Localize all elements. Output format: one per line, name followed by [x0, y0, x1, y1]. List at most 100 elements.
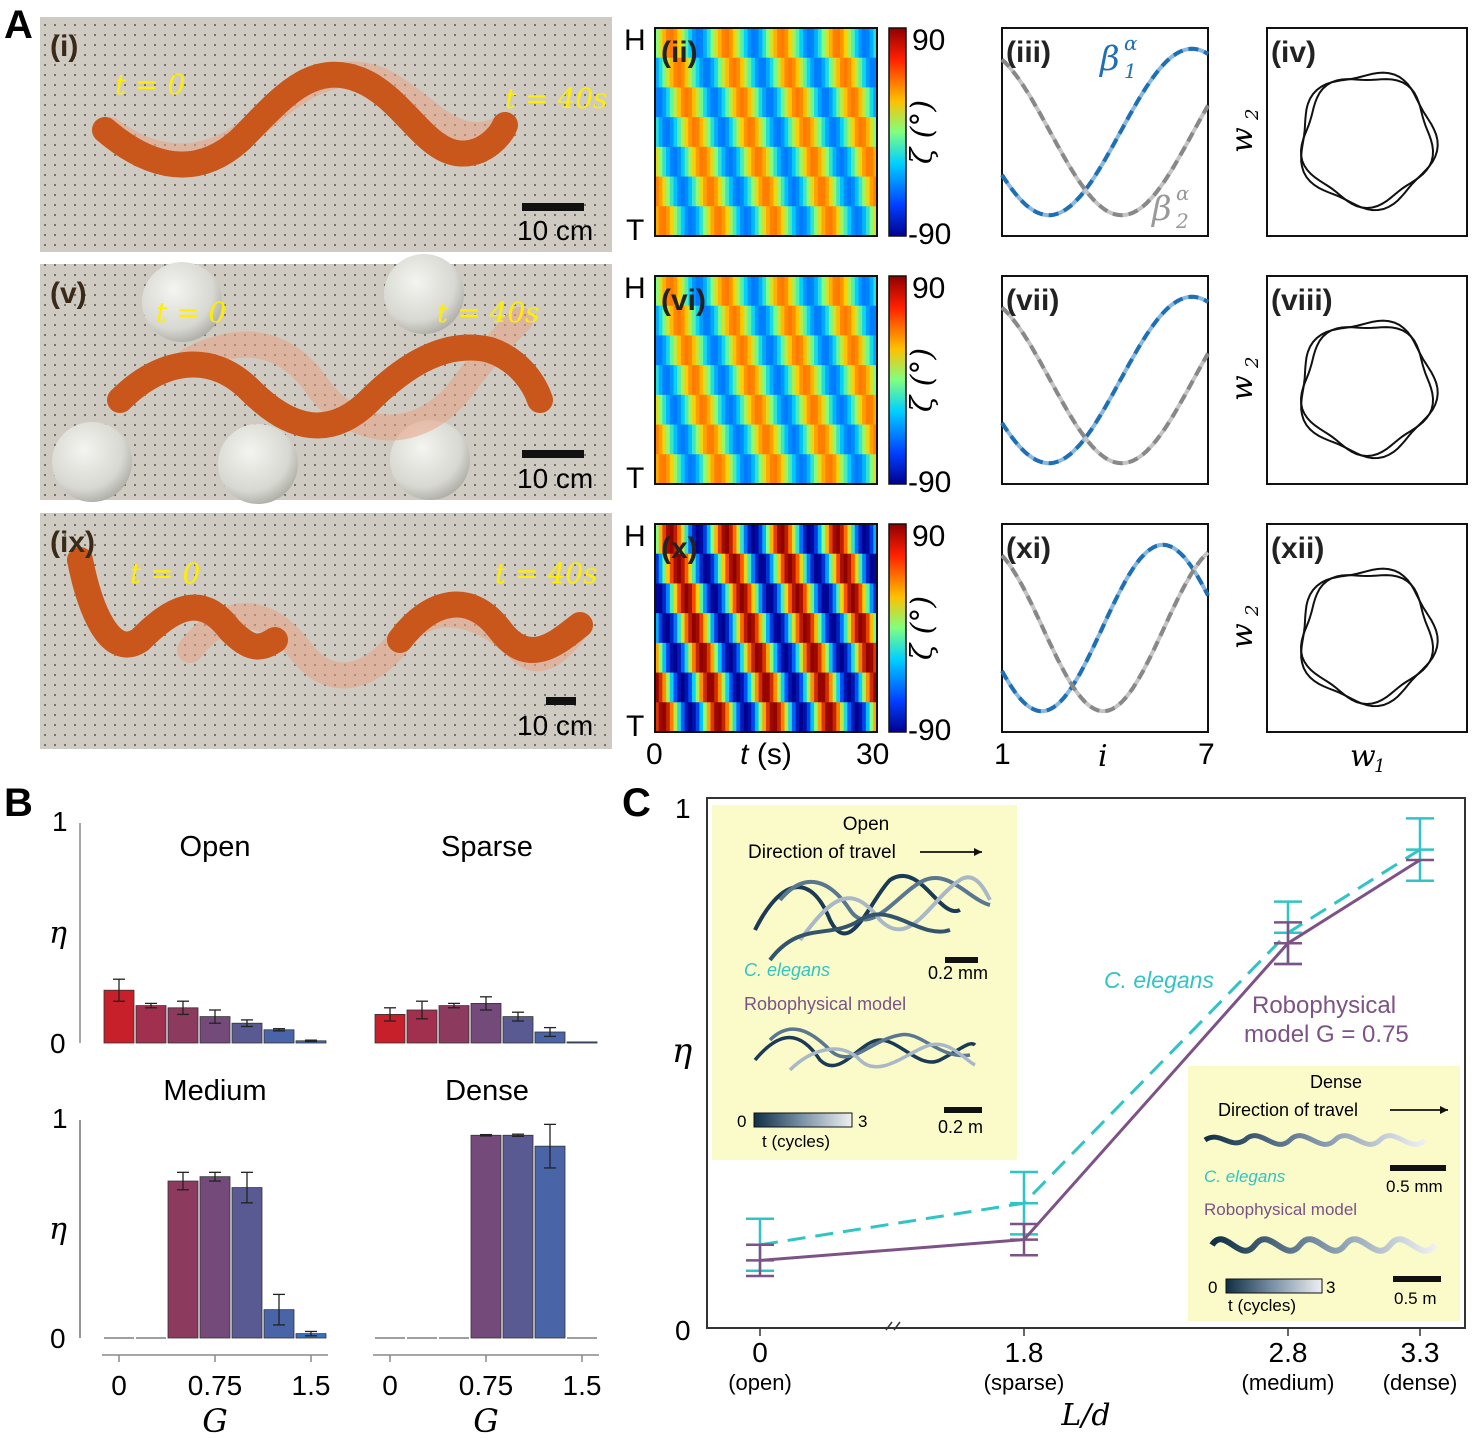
x-tick-label: 3.3 — [1401, 1337, 1440, 1368]
kymograph-cell — [821, 553, 826, 585]
kymograph-cell — [836, 57, 841, 89]
kymograph-cell — [714, 524, 719, 555]
kymograph-cell — [714, 424, 719, 455]
kymograph-cell — [806, 583, 811, 614]
kymograph-cell — [725, 87, 730, 118]
kymograph-cell — [666, 305, 671, 337]
kymograph-cell — [714, 146, 719, 178]
phase-loop — [1300, 567, 1439, 708]
phase-space-2: (viii) w 2 — [1225, 275, 1468, 485]
kymograph-cell — [858, 583, 863, 614]
kymograph-cell — [795, 117, 800, 148]
kymograph-cell — [751, 176, 756, 207]
arrow-icon — [974, 848, 982, 856]
kymograph-cell — [773, 176, 778, 207]
kymograph-cell — [780, 365, 786, 396]
y-axis-label: η — [49, 1212, 67, 1247]
kymograph-cell — [692, 335, 697, 366]
inset-title: Open — [843, 814, 889, 835]
kymograph-cell — [688, 642, 693, 674]
kymograph-cell — [847, 424, 852, 455]
kymograph-cell — [762, 117, 767, 148]
kymograph-cell — [836, 642, 841, 674]
kymograph-cell — [817, 365, 823, 396]
kymograph-cell — [658, 613, 663, 644]
kymograph-cell — [791, 454, 797, 485]
kymograph-cell — [736, 642, 741, 674]
colorbar — [888, 523, 907, 733]
colorbar-max: 90 — [912, 24, 945, 57]
kymograph-cell — [695, 176, 700, 207]
kymograph-cell — [854, 276, 860, 307]
kymograph-cell — [858, 424, 863, 455]
kymograph-cell — [766, 176, 771, 207]
kymograph-cell — [732, 57, 737, 89]
kymograph-cell — [725, 642, 730, 674]
kymograph-cell — [655, 702, 660, 733]
kymograph-cell — [795, 702, 800, 733]
kymograph-cell — [840, 57, 845, 89]
kymograph-cell — [692, 28, 697, 59]
kymograph-cell — [706, 672, 712, 703]
phase-loop — [1300, 319, 1439, 460]
kymograph-cell — [810, 424, 815, 455]
worm-track-traces — [753, 873, 992, 962]
kymograph-cell — [666, 454, 671, 485]
kymograph-cell — [743, 365, 749, 396]
kymograph-cell — [780, 642, 786, 674]
kymograph-cell — [862, 276, 867, 307]
kymograph-cell — [806, 394, 811, 426]
kymograph-cell — [858, 206, 863, 237]
kymograph-cell — [854, 176, 860, 207]
kymograph-cell — [788, 424, 793, 455]
robot-body — [67, 547, 288, 660]
kymograph-cell — [717, 642, 723, 674]
kymograph-cell — [658, 702, 663, 733]
kymograph-cell — [788, 365, 793, 396]
kymograph-cell — [814, 702, 819, 733]
kymograph-cell — [821, 613, 826, 644]
kymograph-cell — [836, 454, 841, 485]
kymograph-cell — [725, 57, 730, 89]
kymograph-cell — [869, 642, 874, 674]
kymograph-cell — [769, 87, 774, 118]
kymograph-cell — [736, 672, 741, 703]
kymograph-cell — [858, 672, 863, 703]
kymograph-cell — [743, 583, 749, 614]
kymograph-cell — [810, 146, 815, 178]
kymograph-cell — [703, 206, 708, 237]
kymograph-cell — [810, 454, 815, 485]
kymograph-cell — [710, 276, 715, 307]
kymograph-cell — [836, 305, 841, 337]
kymograph-cell — [780, 335, 786, 366]
kymograph-cell — [810, 206, 815, 237]
kymograph-cell — [847, 394, 852, 426]
kymograph-cell — [791, 57, 797, 89]
photo-label: (i) — [50, 30, 78, 63]
kymograph-cell — [773, 524, 778, 555]
kymograph-cell — [780, 424, 786, 455]
kymograph-cell — [677, 524, 682, 555]
kymograph-cell — [814, 335, 819, 366]
kymograph-cell — [843, 176, 848, 207]
beta2-fit-line — [1000, 58, 1210, 218]
kymograph-cell — [680, 524, 686, 555]
kymograph-cell — [692, 57, 697, 89]
kymograph-cell — [699, 394, 704, 426]
kymograph-cell — [828, 365, 834, 396]
kymograph-cell — [710, 57, 715, 89]
kymograph-cell — [673, 87, 678, 118]
kymograph-cell — [865, 553, 871, 585]
kymograph-cell — [806, 206, 811, 237]
kymograph-cell — [677, 117, 682, 148]
kymograph-cell — [695, 454, 700, 485]
kymograph-cell — [821, 146, 826, 178]
kymograph-cell — [821, 28, 826, 59]
kymograph-cell — [806, 117, 811, 148]
kymograph-cell — [865, 335, 871, 366]
kymograph-cell — [706, 117, 712, 148]
kymograph-cell — [655, 524, 660, 555]
kymograph-cell — [751, 524, 756, 555]
kymograph-cell — [777, 672, 782, 703]
